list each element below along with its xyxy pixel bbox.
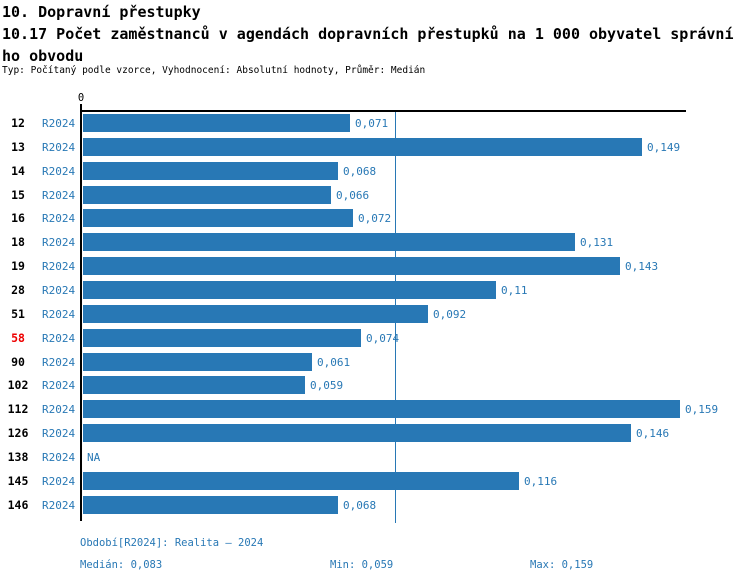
- value-label: 0,149: [647, 141, 681, 154]
- bar: [83, 496, 338, 514]
- value-label: 0,072: [358, 212, 392, 225]
- chart-row-112: 112 R2024 0,159: [0, 400, 750, 418]
- category-label: 90: [11, 355, 25, 369]
- chart-row-145: 145 R2024 0,116: [0, 472, 750, 490]
- footer-median: Medián: 0,083: [80, 559, 163, 571]
- chart-row-146: 146 R2024 0,068: [0, 496, 750, 514]
- value-label: 0,092: [433, 308, 467, 321]
- series-label: R2024: [42, 379, 76, 392]
- chart-row-126: 126 R2024 0,146: [0, 424, 750, 442]
- category-label: 18: [11, 235, 25, 249]
- category-label: 15: [11, 188, 25, 202]
- category-label: 138: [7, 450, 29, 464]
- series-label: R2024: [42, 165, 76, 178]
- value-label: 0,068: [343, 499, 377, 512]
- category-label: 145: [7, 474, 29, 488]
- chart-row-138: 138 R2024 NA: [0, 448, 750, 466]
- category-label: 51: [11, 307, 25, 321]
- chart-row-13: 13 R2024 0,149: [0, 138, 750, 156]
- category-label: 126: [7, 426, 29, 440]
- chart-row-58: 58 R2024 0,074: [0, 329, 750, 347]
- series-label: R2024: [42, 117, 76, 130]
- bar: [83, 114, 350, 132]
- series-label: R2024: [42, 427, 76, 440]
- chart-row-14: 14 R2024 0,068: [0, 162, 750, 180]
- category-label: 28: [11, 283, 25, 297]
- series-label: R2024: [42, 189, 76, 202]
- bar: [83, 209, 353, 227]
- series-label: R2024: [42, 356, 76, 369]
- chart-row-90: 90 R2024 0,061: [0, 353, 750, 371]
- chart-row-102: 102 R2024 0,059: [0, 376, 750, 394]
- series-label: R2024: [42, 403, 76, 416]
- value-label: 0,116: [524, 475, 558, 488]
- footer-period: Období[R2024]: Realita – 2024: [80, 537, 264, 549]
- series-label: R2024: [42, 308, 76, 321]
- page-title: 10. Dopravní přestupky: [2, 3, 201, 21]
- category-label: 19: [11, 259, 25, 273]
- footer-max: Max: 0,159: [530, 559, 594, 571]
- value-label: 0,131: [580, 236, 614, 249]
- series-label: R2024: [42, 332, 76, 345]
- category-label: 16: [11, 211, 25, 225]
- value-label: 0,061: [317, 356, 351, 369]
- chart-subtitle-line1: 10.17 Počet zaměstnanců v agendách dopra…: [2, 25, 734, 43]
- value-label: 0,066: [336, 189, 370, 202]
- series-label: R2024: [42, 260, 76, 273]
- bar: [83, 257, 620, 275]
- value-label: 0,074: [366, 332, 400, 345]
- value-label: 0,11: [501, 284, 528, 297]
- value-label: 0,146: [636, 427, 670, 440]
- series-label: R2024: [42, 284, 76, 297]
- value-label: 0,159: [685, 403, 719, 416]
- series-label: R2024: [42, 499, 76, 512]
- chart-row-28: 28 R2024 0,11: [0, 281, 750, 299]
- chart-row-18: 18 R2024 0,131: [0, 233, 750, 251]
- series-label: R2024: [42, 212, 76, 225]
- bar: [83, 400, 680, 418]
- value-label: 0,059: [310, 379, 344, 392]
- bar: [83, 305, 428, 323]
- bar: [83, 329, 361, 347]
- bar: [83, 233, 575, 251]
- value-label: 0,143: [625, 260, 659, 273]
- bar: [83, 138, 642, 156]
- chart-meta-line: Typ: Počítaný podle vzorce, Vyhodnocení:…: [2, 65, 426, 76]
- footer-min: Min: 0,059: [330, 559, 394, 571]
- bar: [83, 353, 312, 371]
- chart-row-19: 19 R2024 0,143: [0, 257, 750, 275]
- chart-row-12: 12 R2024 0,071: [0, 114, 750, 132]
- chart-row-16: 16 R2024 0,072: [0, 209, 750, 227]
- category-label: 102: [7, 378, 29, 392]
- category-label: 112: [7, 402, 29, 416]
- value-label: 0,071: [355, 117, 389, 130]
- value-label: 0,068: [343, 165, 377, 178]
- y-axis-line: [80, 104, 82, 521]
- category-label: 58: [11, 331, 25, 345]
- chart-row-51: 51 R2024 0,092: [0, 305, 750, 323]
- series-label: R2024: [42, 141, 76, 154]
- series-label: R2024: [42, 451, 76, 464]
- category-label: 14: [11, 164, 25, 178]
- bar: [83, 281, 496, 299]
- x-axis-line: [80, 110, 686, 112]
- category-label: 12: [11, 116, 25, 130]
- bar: [83, 376, 305, 394]
- category-label: 146: [7, 498, 29, 512]
- series-label: R2024: [42, 475, 76, 488]
- bar: [83, 424, 631, 442]
- bar: [83, 162, 338, 180]
- chart-row-15: 15 R2024 0,066: [0, 186, 750, 204]
- chart-subtitle-line2: ho obvodu: [2, 47, 84, 65]
- series-label: R2024: [42, 236, 76, 249]
- x-axis-zero-tick-label: 0: [77, 92, 85, 104]
- bar: [83, 186, 331, 204]
- category-label: 13: [11, 140, 25, 154]
- bar: [83, 472, 519, 490]
- value-label-na: NA: [87, 451, 101, 464]
